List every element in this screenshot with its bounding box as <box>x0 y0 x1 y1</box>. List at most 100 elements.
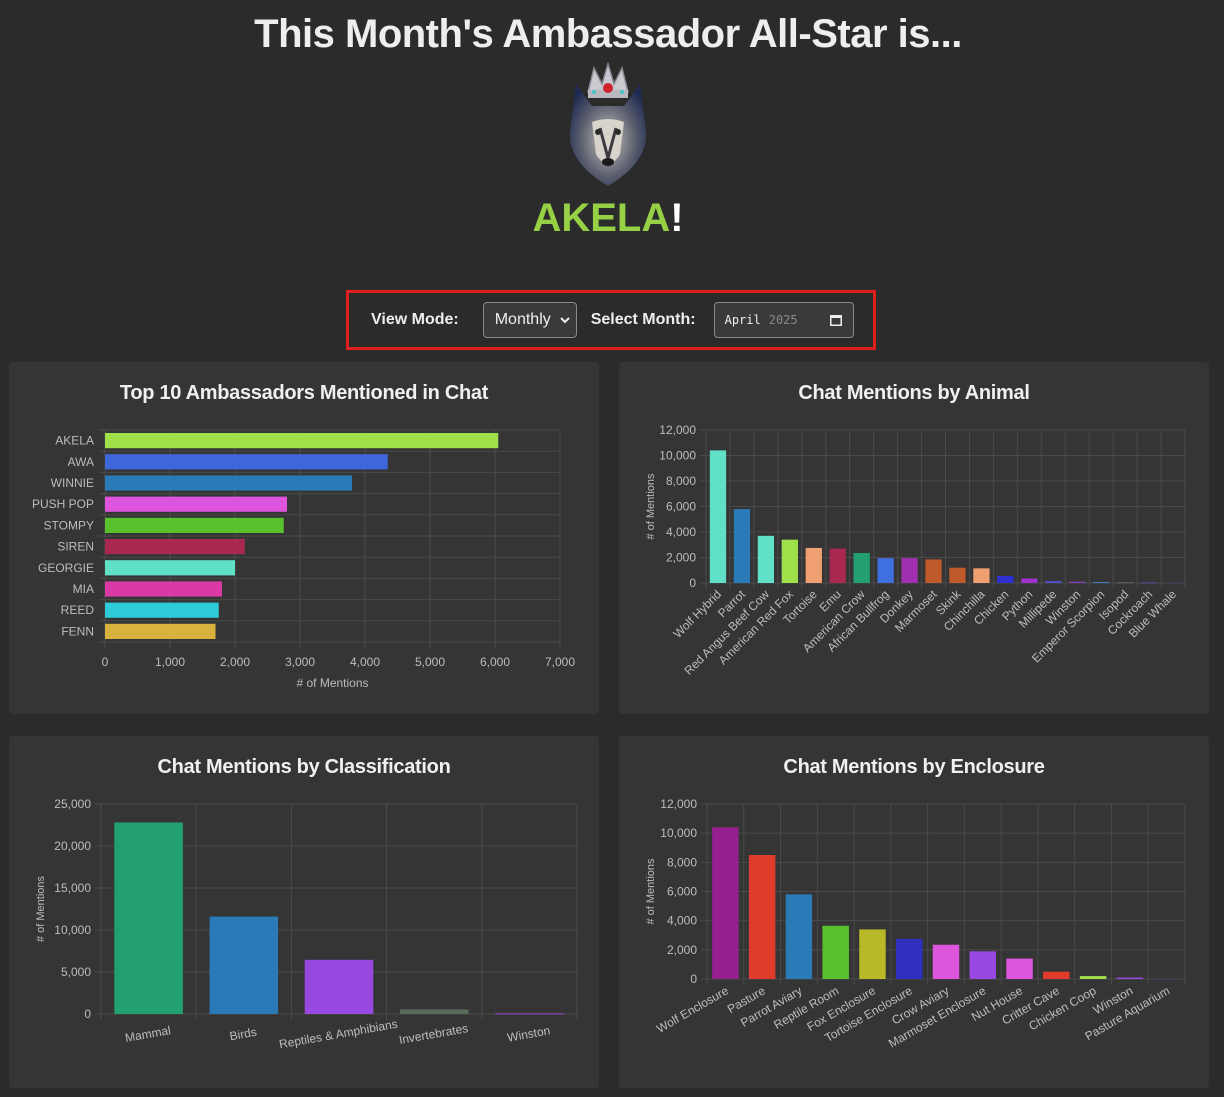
bar <box>997 575 1014 583</box>
bar <box>712 827 739 979</box>
chart-card-mentions-by-enclosure: Chat Mentions by Enclosure 0 2,000 4,000 6,… <box>619 736 1209 1088</box>
bar <box>895 938 923 979</box>
bar <box>105 623 216 639</box>
calendar-icon[interactable] <box>829 313 843 327</box>
bar <box>105 560 235 576</box>
y-tick-label: 15,000 <box>54 881 91 895</box>
x-tick-label: 3,000 <box>285 655 315 669</box>
y-tick-label: 2,000 <box>666 551 696 565</box>
chart-title: Chat Mentions by Animal <box>798 382 1030 404</box>
chart-mentions-by-enclosure: 0 2,000 4,000 6,000 8,000 10,000 12,000 Wolf En… <box>645 797 1186 1051</box>
bar <box>748 855 776 979</box>
page-headline: This Month's Ambassador All-Star is... <box>254 12 962 56</box>
bar <box>733 509 751 583</box>
bar <box>822 925 849 979</box>
y-tick-label: 4,000 <box>666 525 696 539</box>
x-tick-label: 4,000 <box>350 655 380 669</box>
bar <box>114 822 183 1014</box>
y-tick-label: SIREN <box>57 540 94 554</box>
bar <box>304 959 374 1014</box>
y-tick-label: 12,000 <box>660 797 697 811</box>
y-tick-label: 10,000 <box>660 826 697 840</box>
bar <box>105 581 222 597</box>
x-tick-label: Winston <box>506 1023 551 1044</box>
winner-name: AKELA <box>532 196 671 240</box>
y-tick-label: 4,000 <box>667 914 697 928</box>
bar <box>901 558 918 583</box>
bar <box>969 951 997 979</box>
x-tick-label: Reptiles & Amphibians <box>278 1017 399 1052</box>
x-tick-label: 7,000 <box>545 655 575 669</box>
year-value: 2025 <box>768 313 798 327</box>
y-tick-label: 0 <box>689 576 696 590</box>
chart-title: Chat Mentions by Classification <box>157 756 451 778</box>
bar <box>1021 578 1038 583</box>
bar <box>1093 581 1110 583</box>
bar <box>925 559 942 583</box>
bar <box>785 894 813 979</box>
bar <box>105 475 352 491</box>
bar <box>1140 582 1158 584</box>
bar <box>877 558 894 583</box>
bar <box>973 568 990 583</box>
x-tick-label: 0 <box>102 655 109 669</box>
y-tick-label: 12,000 <box>659 423 696 437</box>
bar <box>105 517 284 533</box>
y-tick-label: MIA <box>73 582 94 596</box>
bar <box>105 539 245 555</box>
month-picker-input[interactable]: April 2025 <box>713 302 854 338</box>
x-axis-label: # of Mentions <box>296 676 368 690</box>
bar <box>859 929 886 979</box>
y-axis-label: # of Mentions <box>645 858 657 925</box>
bar <box>932 944 960 979</box>
view-mode-label: View Mode: <box>371 311 459 328</box>
y-tick-label: 6,000 <box>667 885 697 899</box>
bar <box>829 548 846 583</box>
y-axis-label: # of Mentions <box>645 473 657 540</box>
y-tick-label: 0 <box>84 1007 91 1021</box>
bar <box>495 1013 564 1015</box>
y-tick-label: WINNIE <box>51 476 94 490</box>
winner-announcement: AKELA! <box>0 196 1216 241</box>
x-tick-label: Birds <box>228 1025 257 1044</box>
y-tick-label: AWA <box>68 455 94 469</box>
view-mode-value: Monthly <box>494 311 551 328</box>
chart-card-mentions-by-animal: Chat Mentions by Animal 0 2,000 4,000 6,000… <box>619 362 1209 714</box>
y-tick-label: 2,000 <box>667 943 697 957</box>
y-tick-label: GEORGIE <box>38 561 94 575</box>
y-tick-label: 20,000 <box>54 839 91 853</box>
view-mode-select[interactable]: Monthly <box>482 302 577 338</box>
bar <box>1045 581 1062 583</box>
y-tick-label: PUSH POP <box>32 497 94 511</box>
x-tick-label: Invertebrates <box>398 1021 469 1047</box>
bar <box>853 553 870 583</box>
chart-mentions-by-classification: 0 5,000 10,000 15,000 20,000 25,000 Mammal Bird… <box>35 797 578 1052</box>
y-tick-label: 10,000 <box>54 923 91 937</box>
bar <box>209 916 279 1014</box>
bar <box>105 496 287 512</box>
y-tick-label: 0 <box>690 972 697 986</box>
y-tick-label: AKELA <box>55 434 94 448</box>
y-axis-label: # of Mentions <box>35 875 47 942</box>
bar <box>1043 971 1070 979</box>
y-tick-label: 10,000 <box>659 449 696 463</box>
y-tick-label: 8,000 <box>667 855 697 869</box>
chart-card-top-ambassadors: Top 10 Ambassadors Mentioned in Chat 0 1,… <box>9 362 599 714</box>
bar <box>781 539 798 583</box>
wolf-crown-image <box>569 61 647 186</box>
chevron-down-icon <box>560 317 570 324</box>
filter-controls: View Mode: Monthly Select Month: April 2… <box>346 290 876 350</box>
winner-exclamation: ! <box>670 196 684 240</box>
chart-top-ambassadors: 0 1,000 2,000 3,000 4,000 5,000 6,000 7,000 AKEL… <box>32 429 575 690</box>
bar <box>1116 977 1144 979</box>
bar <box>757 535 775 583</box>
y-tick-label: 5,000 <box>61 965 91 979</box>
bar <box>105 602 219 618</box>
bar <box>1153 978 1180 980</box>
bar <box>399 1009 469 1014</box>
month-value: April <box>724 313 761 327</box>
y-tick-label: FENN <box>61 624 94 638</box>
bar <box>805 547 822 583</box>
bar <box>1164 582 1182 584</box>
